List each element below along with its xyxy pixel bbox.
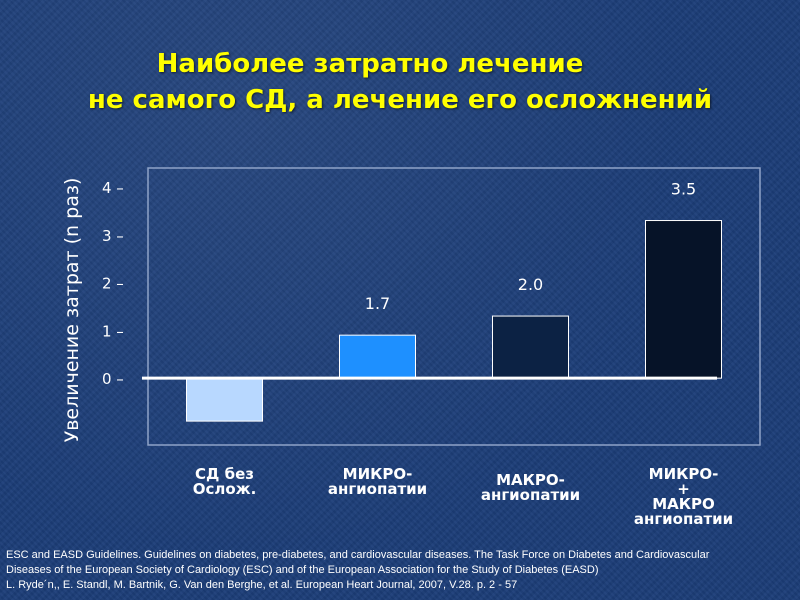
category-label-line: СД без bbox=[195, 465, 254, 483]
footnote-line-1: ESC and EASD Guidelines. Guidelines on d… bbox=[6, 549, 710, 561]
plot-frame bbox=[147, 167, 761, 446]
y-tick-label: 1 – bbox=[102, 322, 124, 340]
category-label: СД без Ослож. bbox=[193, 465, 257, 498]
category-label-line: ангиопатии bbox=[634, 510, 733, 528]
y-tick-label: 2 – bbox=[102, 275, 124, 293]
slide-title-line-1: Наиболее затратно лечение bbox=[156, 49, 584, 79]
category-label-line: МАКРО bbox=[652, 495, 715, 513]
bar bbox=[186, 377, 263, 422]
category-label: МИКРО-+ МАКРО ангиопатии bbox=[634, 465, 733, 528]
y-tick-label: 3 – bbox=[102, 227, 124, 245]
bar bbox=[645, 220, 722, 379]
category-label-line: МИКРО- bbox=[649, 465, 719, 483]
category-label: МИКРО-ангиопатии bbox=[328, 465, 427, 498]
category-label-line: + bbox=[677, 480, 690, 498]
footnote-line-3: L. Ryde´n,, E. Standl, M. Bartnik, G. Va… bbox=[6, 579, 518, 591]
data-label: 2.0 bbox=[518, 275, 543, 294]
category-label-line: ангиопатии bbox=[481, 486, 580, 504]
category-label-line: МАКРО- bbox=[496, 471, 565, 489]
category-label-line: ангиопатии bbox=[328, 480, 427, 498]
y-tick-label: 4 – bbox=[102, 179, 124, 197]
category-label-line: Ослож. bbox=[193, 480, 257, 498]
bar bbox=[339, 334, 416, 379]
y-tick-label: 0 – bbox=[102, 370, 124, 388]
category-label: МАКРО-ангиопатии bbox=[481, 471, 580, 504]
data-label: 3.5 bbox=[671, 180, 696, 199]
slide-title-line-2: не самого СД, а лечение его осложнений bbox=[87, 85, 713, 115]
category-label-line: МИКРО- bbox=[343, 465, 413, 483]
bar bbox=[492, 315, 569, 379]
footnote-line-2: Diseases of the European Society of Card… bbox=[6, 564, 599, 576]
slide-title: Наиболее затратно лечение не самого СД, … bbox=[0, 46, 800, 118]
data-label: 1.7 bbox=[365, 294, 390, 313]
reference-footnote: ESC and EASD Guidelines. Guidelines on d… bbox=[6, 548, 796, 593]
